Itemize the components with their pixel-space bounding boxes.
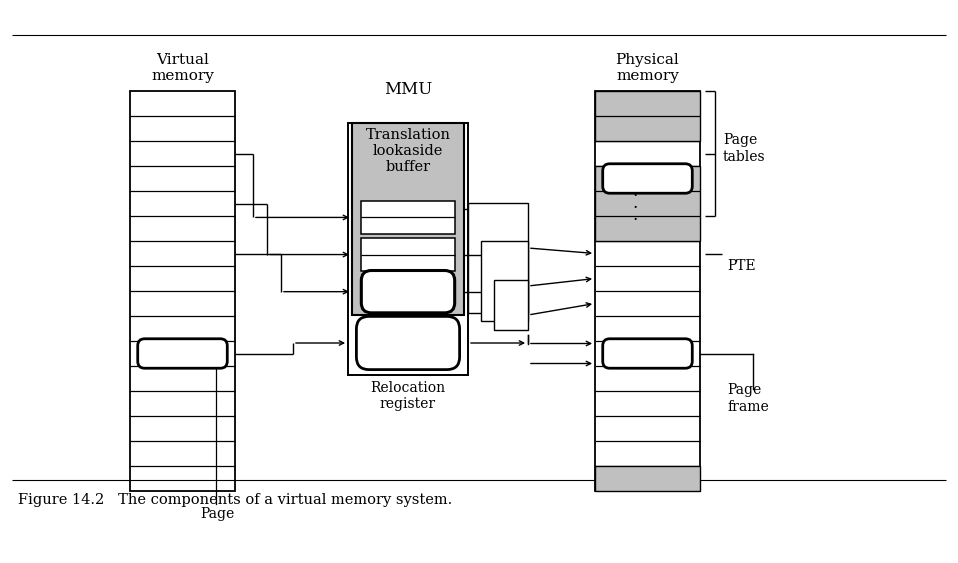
Text: .: . [632,195,637,212]
Bar [352,123,464,315]
Text: Physical
memory: Physical memory [616,53,679,83]
Text: Relocation
register: Relocation register [371,381,445,411]
Text: MMU: MMU [384,81,432,98]
Text: PTE: PTE [727,258,756,272]
Bar [361,201,455,234]
FancyBboxPatch shape [603,164,693,193]
FancyBboxPatch shape [603,339,693,368]
Text: Page: Page [200,507,235,521]
Bar [595,91,700,491]
Bar [595,91,700,141]
FancyBboxPatch shape [361,270,455,313]
Bar [595,466,700,491]
Text: Virtual
memory: Virtual memory [151,53,214,83]
Text: Translation
lookaside
buffer: Translation lookaside buffer [366,128,450,175]
Text: Figure 14.2   The components of a virtual memory system.: Figure 14.2 The components of a virtual … [18,493,452,507]
Text: .: . [632,207,637,224]
Text: Page
tables: Page tables [723,133,765,164]
Bar [494,280,528,330]
Bar [348,123,468,375]
FancyBboxPatch shape [356,316,460,369]
Bar [595,166,700,241]
Text: Page
frame: Page frame [727,383,768,414]
FancyBboxPatch shape [138,339,227,368]
Bar [361,238,455,271]
Bar [481,241,528,321]
Bar [130,91,235,491]
Text: .: . [632,183,637,200]
Bar [468,203,528,313]
